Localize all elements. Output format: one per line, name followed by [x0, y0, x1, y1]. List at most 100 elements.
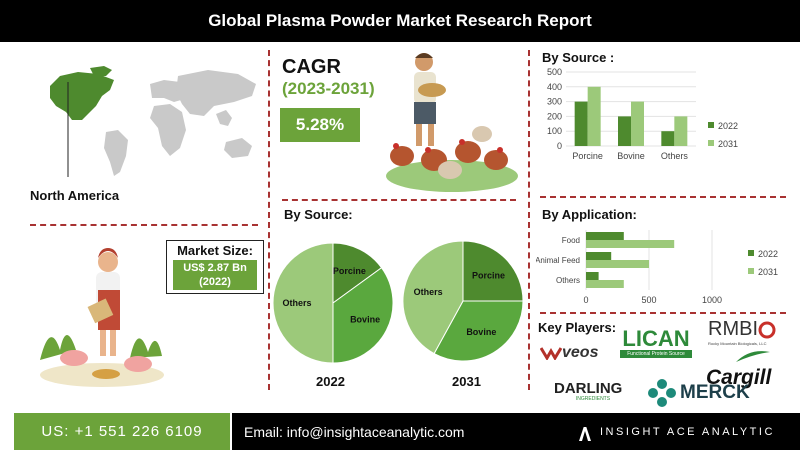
y-tick-label: 300 — [547, 97, 562, 107]
pie-slice-bovine — [332, 267, 394, 364]
pie-label: Others — [282, 298, 311, 308]
divider-left-h — [30, 224, 258, 226]
y-tick-label: 400 — [547, 82, 562, 92]
veos-name: veos — [562, 344, 599, 361]
veos-logo: veos — [540, 343, 610, 363]
rmbio-name: RMBI — [708, 318, 758, 340]
farmer-chickens-illustration — [386, 53, 518, 192]
pie-slice-bovine — [433, 300, 524, 362]
source-bar-chart: 0 100 200 300 400 500 Porcine Bovine Others 2022 2… — [547, 67, 738, 161]
pie-slice-others — [272, 242, 334, 364]
market-size-value: US$ 2.87 Bn (2022) — [173, 260, 257, 290]
divider-right-h — [540, 196, 786, 198]
x-tick-label: Bovine — [617, 151, 645, 161]
cargill-logo: Cargill — [706, 350, 786, 389]
brand-name: INSIGHT ACE ANALYTIC — [600, 425, 775, 438]
pie-slice-others — [402, 240, 464, 355]
merck-mark-icon — [648, 379, 676, 407]
darling-tagline: INGREDIENTS — [575, 396, 611, 402]
application-bar-heading: By Application: — [542, 207, 637, 222]
bar-animal-feed-2031 — [586, 260, 649, 268]
source-bar-heading: By Source : — [542, 50, 615, 65]
lican-tagline: Functional Protein Source — [620, 350, 692, 358]
application-bar-chart: 0 500 1000 Food Animal Feed Others 2022 2031 — [536, 230, 778, 305]
market-size-value-line2: (2022) — [199, 276, 231, 288]
source-pies-heading: By Source: — [284, 207, 353, 222]
y-tick-label: 100 — [547, 126, 562, 136]
legend-label: 2031 — [758, 267, 778, 277]
lican-logo: LICAN Functional Protein Source — [620, 328, 692, 358]
veos-mark-icon — [540, 347, 562, 360]
pie-year-2022: 2022 — [316, 374, 345, 389]
rmbio-tagline: Rocky Mountain Biologicals, LLC — [708, 341, 767, 346]
pie-label: Porcine — [472, 271, 505, 281]
cagr-years: (2023-2031) — [282, 79, 375, 98]
x-tick-label: Others — [661, 151, 689, 161]
y-tick-label: 500 — [547, 67, 562, 77]
pie-label: Bovine — [350, 314, 380, 324]
region-label: North America — [30, 188, 120, 203]
pie-slice-porcine — [462, 240, 524, 302]
y-tick-label: 0 — [557, 141, 562, 151]
bar-others-2022 — [586, 272, 599, 280]
page-title: Global Plasma Powder Market Research Rep… — [0, 0, 800, 42]
pie-chart-2031: Porcine Bovine Others — [402, 240, 524, 362]
pie-label: Others — [414, 287, 443, 297]
market-size-value-line1: US$ 2.87 Bn — [183, 262, 247, 274]
market-size-box: Market Size: US$ 2.87 Bn (2022) — [166, 240, 264, 294]
pie-year-2031: 2031 — [452, 374, 481, 389]
rmbio-o-icon — [758, 321, 776, 338]
legend-label: 2022 — [758, 249, 778, 259]
pie-slice-porcine — [332, 242, 383, 304]
bar-food-2031 — [586, 240, 675, 248]
legend-swatch-2031 — [708, 140, 714, 146]
legend-label: 2022 — [718, 121, 738, 131]
legend-swatch-2022 — [748, 250, 754, 256]
pie-chart-2022: Porcine Bovine Others — [272, 242, 394, 364]
divider-right-h2 — [540, 312, 786, 314]
rmbio-logo: RMBI Rocky Mountain Biologicals, LLC — [708, 318, 784, 346]
key-players-heading: Key Players: — [538, 320, 617, 335]
merck-logo: MERCK — [648, 379, 750, 407]
x-tick-label: Porcine — [572, 151, 603, 161]
bar-bovine-2022 — [618, 116, 631, 146]
bar-others-2031 — [674, 116, 688, 146]
divider-right — [528, 50, 530, 390]
darling-name: DARLING — [554, 380, 623, 397]
world-map — [50, 66, 256, 177]
y-tick-label: 200 — [547, 111, 562, 121]
pie-label: Porcine — [333, 266, 366, 276]
divider-mid-h — [282, 199, 516, 201]
x-tick-label: 1000 — [702, 295, 722, 305]
bar-porcine-2022 — [574, 101, 588, 146]
bar-others-2031 — [586, 280, 624, 288]
y-tick-label: Animal Feed — [536, 256, 580, 265]
divider-left — [268, 50, 270, 390]
y-tick-label: Food — [562, 236, 580, 245]
cargill-name: Cargill — [706, 366, 772, 389]
lican-name: LICAN — [622, 326, 690, 351]
bar-bovine-2031 — [631, 101, 644, 146]
bar-animal-feed-2022 — [586, 252, 612, 260]
legend-swatch-2022 — [708, 122, 714, 128]
bar-others-2022 — [661, 131, 675, 146]
cagr-title: CAGR — [282, 56, 341, 78]
cagr-value: 5.28% — [280, 108, 360, 142]
brand-logo-icon — [579, 422, 591, 441]
pie-label: Bovine — [466, 327, 496, 337]
bar-porcine-2031 — [587, 86, 601, 146]
y-tick-label: Others — [556, 276, 580, 285]
legend-swatch-2031 — [748, 268, 754, 274]
cargill-leaf-icon — [736, 351, 770, 362]
x-tick-label: 0 — [583, 295, 588, 305]
legend-label: 2031 — [718, 139, 738, 149]
footer-brand: INSIGHT ACE ANALYTIC — [570, 413, 800, 450]
x-tick-label: 500 — [641, 295, 656, 305]
footer-email[interactable]: Email: info@insightaceanalytic.com — [232, 413, 570, 450]
darling-logo: DARLING INGREDIENTS — [554, 381, 632, 402]
footer-phone[interactable]: US: +1 551 226 6109 — [14, 413, 230, 450]
farmer-pigs-illustration — [40, 248, 164, 387]
bar-food-2022 — [586, 232, 624, 240]
market-size-label: Market Size: — [177, 243, 253, 258]
merck-name: MERCK — [680, 382, 750, 403]
